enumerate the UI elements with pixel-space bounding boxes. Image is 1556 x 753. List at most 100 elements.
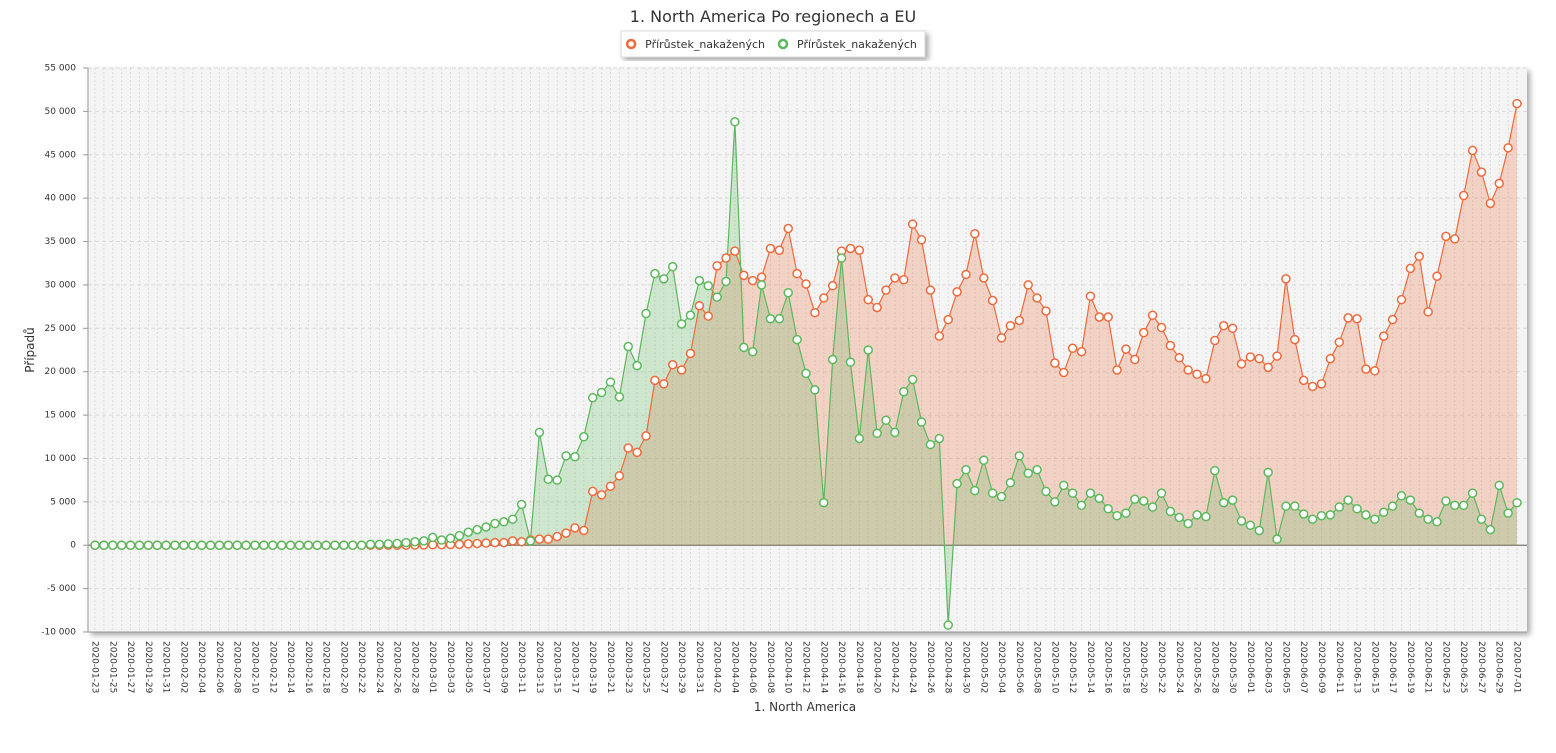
x-tick-label: 2020-03-19: [587, 641, 597, 694]
point: [721, 276, 731, 287]
point: [561, 528, 571, 538]
point: [952, 478, 962, 489]
point: [1005, 478, 1016, 488]
point: [1254, 353, 1265, 364]
point: [312, 540, 322, 550]
point: [1121, 508, 1131, 518]
point: [765, 314, 776, 324]
x-tick-label: 2020-06-15: [1369, 641, 1379, 693]
point: [996, 491, 1007, 502]
point: [570, 451, 580, 462]
point: [1370, 366, 1380, 376]
point: [188, 540, 198, 550]
point: [1512, 98, 1522, 109]
x-tick-label: 2020-04-12: [801, 641, 811, 693]
point: [827, 354, 838, 365]
point: [756, 272, 767, 282]
point: [1378, 331, 1389, 341]
point: [979, 455, 989, 465]
point: [1032, 464, 1042, 475]
point: [1138, 496, 1149, 506]
point: [952, 287, 962, 297]
point: [1503, 508, 1513, 518]
x-tick-label: 2020-06-23: [1440, 641, 1450, 693]
y-axis-label: Případů: [23, 327, 37, 373]
x-tick-label: 2020-04-16: [836, 641, 846, 694]
x-tick-label: 2020-05-06: [1014, 641, 1024, 694]
point: [268, 540, 278, 550]
point: [587, 392, 598, 403]
point: [614, 392, 625, 402]
x-tick-label: 2020-01-31: [161, 641, 171, 693]
point: [1396, 294, 1407, 305]
point: [632, 447, 642, 458]
point: [1414, 251, 1424, 262]
point: [1067, 488, 1078, 498]
point: [730, 117, 740, 127]
point: [987, 488, 998, 498]
point: [1458, 190, 1469, 201]
point: [534, 427, 545, 438]
point: [730, 246, 740, 256]
point: [436, 535, 447, 545]
x-tick-label: 2020-01-25: [107, 641, 117, 693]
point: [481, 522, 491, 532]
x-tick-label: 2020-02-22: [356, 641, 366, 693]
point: [854, 433, 865, 444]
point: [1343, 495, 1353, 505]
point: [801, 368, 811, 379]
point: [516, 499, 527, 510]
point: [783, 223, 793, 234]
point: [1343, 313, 1353, 323]
point: [1512, 497, 1522, 508]
point: [1112, 365, 1122, 375]
point: [1503, 143, 1513, 153]
point: [90, 540, 100, 550]
point: [365, 539, 376, 550]
point: [1050, 497, 1060, 507]
point: [276, 540, 287, 550]
x-tick-label: 2020-04-30: [960, 641, 970, 694]
point: [214, 540, 225, 550]
x-tick-label: 2020-06-01: [1245, 641, 1255, 693]
x-tick-label: 2020-04-14: [818, 641, 828, 694]
point: [579, 432, 589, 442]
point: [659, 379, 669, 389]
point: [516, 537, 527, 547]
legend-marker: [625, 38, 637, 50]
point: [1387, 501, 1398, 511]
point: [987, 295, 998, 306]
point: [1165, 340, 1176, 351]
point: [1290, 334, 1300, 345]
x-tick-label: 2020-03-03: [445, 641, 455, 693]
x-axis-label: 1. North America: [754, 700, 856, 714]
y-tick-label: 15 000: [45, 411, 77, 421]
point: [445, 533, 456, 544]
point: [1014, 451, 1025, 461]
point: [1450, 500, 1460, 511]
x-tick-label: 2020-02-04: [196, 641, 206, 694]
x-tick-label: 2020-03-05: [463, 641, 473, 693]
point: [143, 540, 154, 550]
point: [1423, 307, 1433, 317]
x-tick-label: 2020-04-04: [729, 641, 739, 694]
point: [810, 385, 820, 395]
point: [1458, 500, 1469, 511]
x-tick-label: 2020-05-16: [1103, 641, 1113, 694]
y-tick-label: 45 000: [45, 150, 77, 160]
point: [970, 228, 980, 239]
point: [1307, 514, 1318, 524]
point: [1432, 271, 1442, 281]
point: [1156, 322, 1167, 333]
point: [1227, 323, 1238, 334]
point: [1085, 291, 1096, 301]
point: [339, 540, 349, 550]
point: [934, 331, 945, 341]
point: [1210, 335, 1220, 346]
point: [1192, 510, 1202, 520]
point: [1201, 511, 1211, 522]
point: [1041, 486, 1051, 497]
point: [1218, 320, 1229, 331]
legend: Přírůstek_nakažených Přírůstek_nakažených: [620, 30, 926, 58]
